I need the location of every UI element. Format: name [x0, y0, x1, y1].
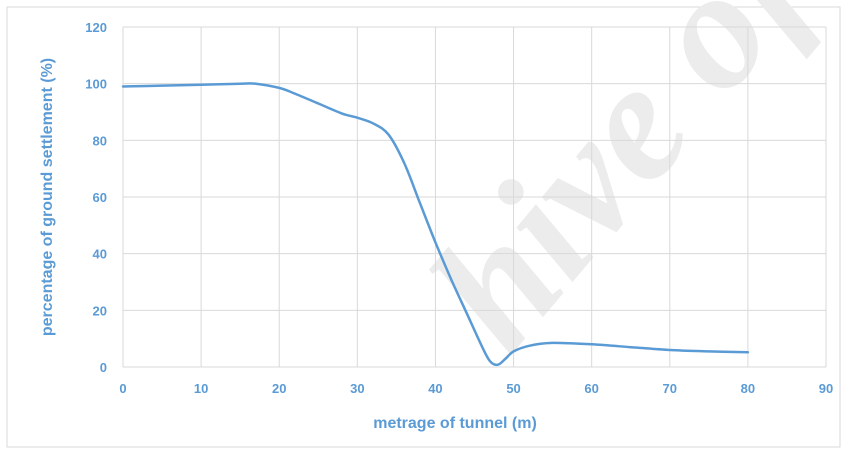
- y-tick-label: 100: [85, 77, 107, 92]
- x-tick-label: 60: [584, 381, 598, 396]
- series-line: [121, 82, 750, 367]
- chart-frame: [6, 6, 841, 448]
- x-tick-labels: 0 10 20 30 40 50 60 70 80 90: [119, 381, 833, 396]
- x-tick-label: 90: [819, 381, 833, 396]
- x-tick-label: 50: [506, 381, 520, 396]
- y-tick-label: 0: [100, 360, 107, 375]
- grid: [122, 26, 827, 368]
- series: [121, 82, 750, 367]
- y-tick-label: 60: [93, 190, 107, 205]
- y-tick-label: 40: [93, 247, 107, 262]
- x-tick-label: 20: [272, 381, 286, 396]
- x-tick-label: 0: [119, 381, 126, 396]
- y-tick-label: 20: [93, 303, 107, 318]
- x-tick-label: 10: [194, 381, 208, 396]
- y-tick-label: 80: [93, 133, 107, 148]
- x-tick-label: 30: [350, 381, 364, 396]
- y-axis-title: percentage of ground settlement (%): [39, 58, 56, 336]
- x-tick-label: 40: [428, 381, 442, 396]
- y-tick-label: 120: [85, 20, 107, 35]
- y-tick-labels: 0 20 40 60 80 100 120: [85, 20, 107, 375]
- x-tick-label: 80: [741, 381, 755, 396]
- x-axis-title: metrage of tunnel (m): [373, 415, 537, 432]
- x-tick-label: 70: [663, 381, 677, 396]
